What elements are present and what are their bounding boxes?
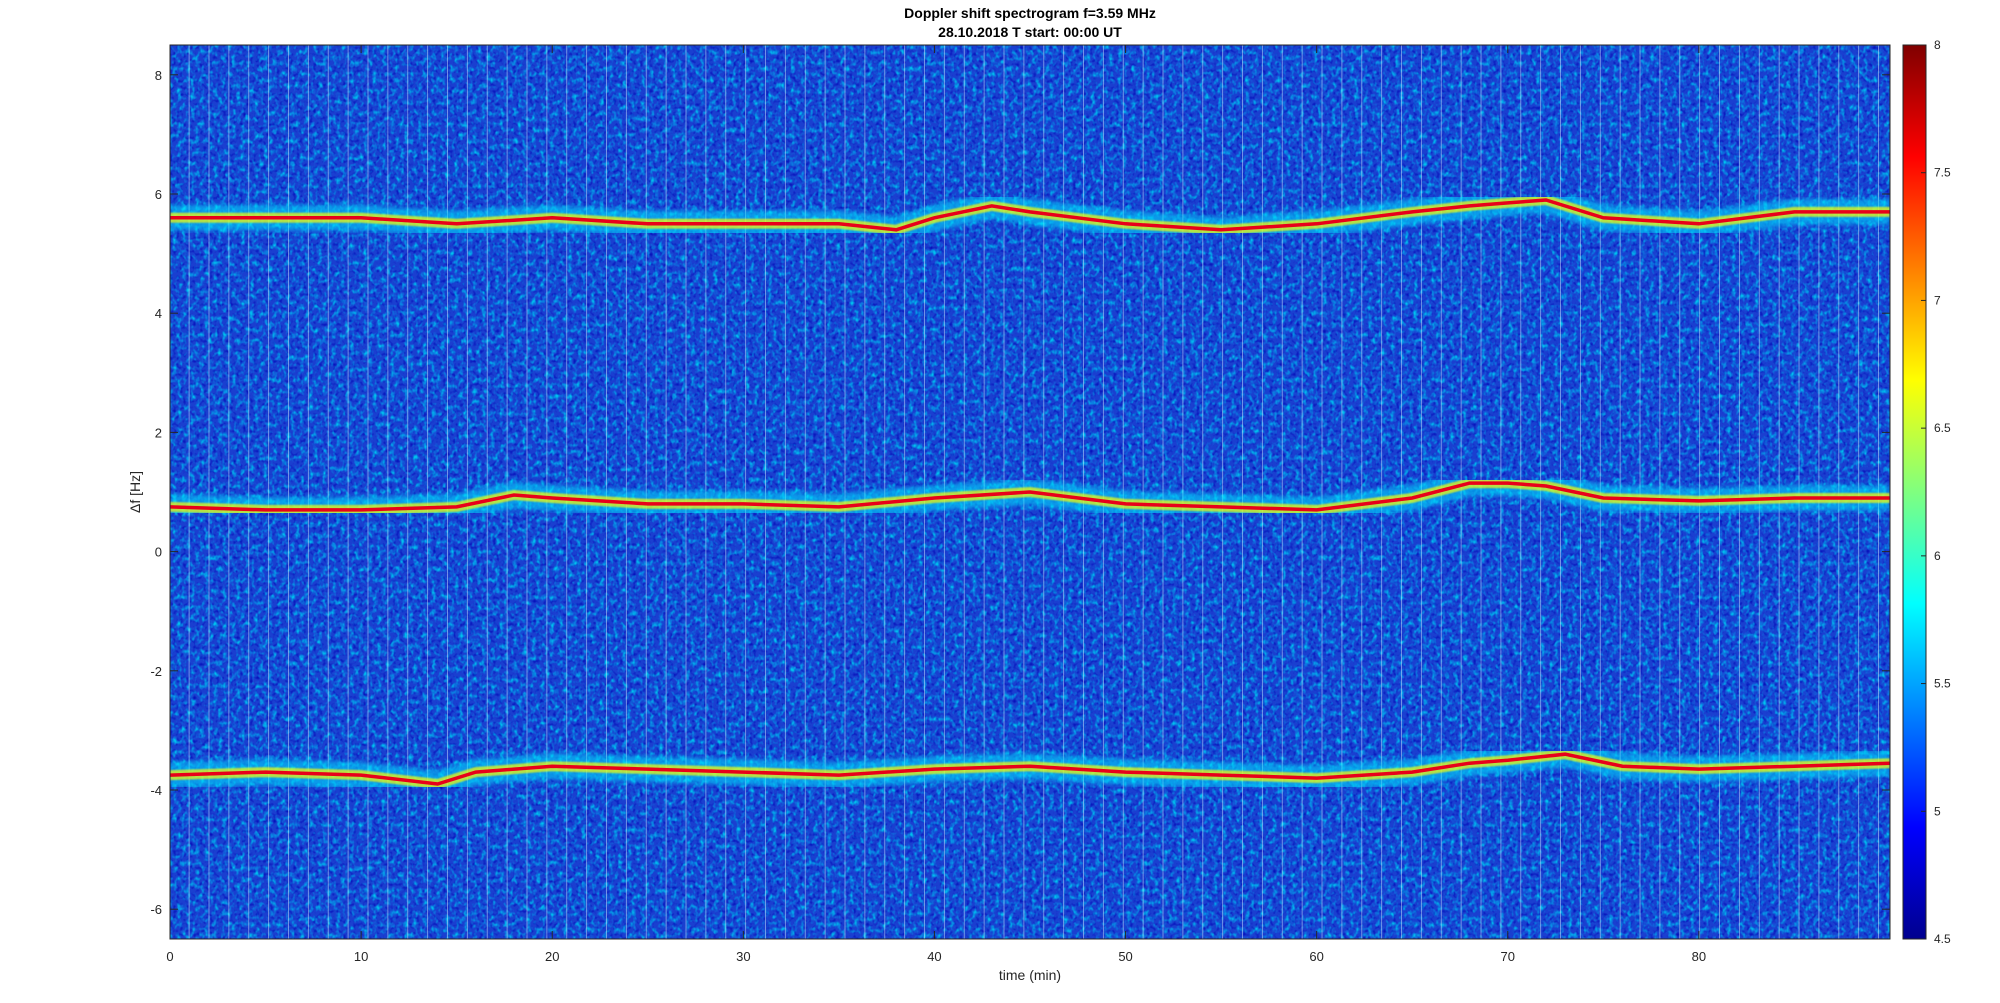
y-axis-label: Δf [Hz] <box>127 471 143 513</box>
y-tick-label: 6 <box>155 187 162 202</box>
colorbar-gradient <box>1902 44 1927 940</box>
y-tick-label: 0 <box>155 545 162 560</box>
chart-title: Doppler shift spectrogram f=3.59 MHz 28.… <box>904 5 1156 40</box>
colorbar-tick-label: 7 <box>1934 293 1941 307</box>
y-tick-label: -6 <box>150 902 162 917</box>
x-tick-label: 60 <box>1309 949 1323 964</box>
doppler-traces <box>170 186 1890 798</box>
plot-frame <box>169 44 1891 940</box>
x-tick-label: 80 <box>1692 949 1706 964</box>
trace-line-0 <box>170 198 1890 232</box>
x-tick-label: 10 <box>354 949 368 964</box>
colorbar-ticks: 4.5 5 5.5 6 6.5 7 7.5 8 <box>1921 38 1951 946</box>
colorbar-tick-label: 7.5 <box>1934 166 1951 180</box>
y-tick-label: 4 <box>155 306 162 321</box>
x-axis-label: time (min) <box>999 967 1061 983</box>
y-tick-label: -4 <box>150 783 162 798</box>
trace-line-2 <box>170 752 1890 786</box>
x-tick-label: 50 <box>1118 949 1132 964</box>
x-tick-label: 0 <box>166 949 173 964</box>
trace-line-1 <box>170 481 1890 512</box>
chart-title-line1: Doppler shift spectrogram f=3.59 MHz <box>904 5 1156 21</box>
colorbar-tick-label: 5.5 <box>1934 677 1951 691</box>
x-axis: 0 10 20 30 40 50 60 70 80 <box>166 45 1706 964</box>
colorbar-tick-label: 4.5 <box>1934 932 1951 946</box>
y-tick-label: -2 <box>150 664 162 679</box>
y-axis: -6 -4 -2 0 2 4 6 8 <box>150 68 1890 917</box>
colorbar-tick-label: 6 <box>1934 549 1941 563</box>
x-tick-label: 70 <box>1501 949 1515 964</box>
colorbar-tick-label: 6.5 <box>1934 421 1951 435</box>
x-tick-label: 20 <box>545 949 559 964</box>
x-tick-label: 40 <box>927 949 941 964</box>
colorbar-tick-label: 5 <box>1934 804 1941 818</box>
plot-area <box>170 45 1890 939</box>
colorbar: 4.5 5 5.5 6 6.5 7 7.5 8 <box>1902 38 1951 946</box>
y-tick-label: 8 <box>155 68 162 83</box>
y-tick-label: 2 <box>155 425 162 440</box>
colorbar-tick-label: 8 <box>1934 38 1941 52</box>
chart-subtitle: 28.10.2018 T start: 00:00 UT <box>938 24 1122 40</box>
x-tick-label: 30 <box>736 949 750 964</box>
